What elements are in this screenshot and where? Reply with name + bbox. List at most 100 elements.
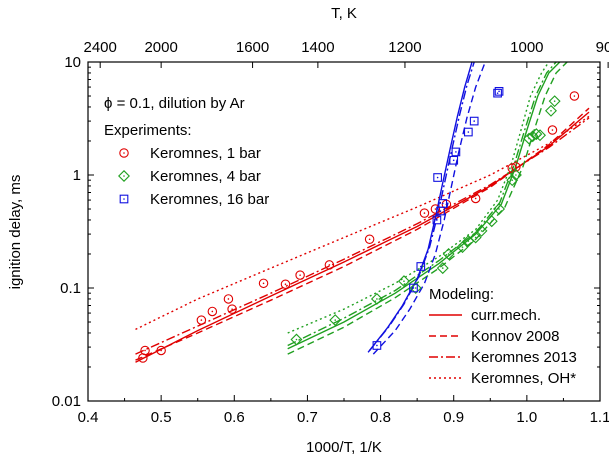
data-point	[469, 116, 479, 126]
data-point-dot	[434, 208, 437, 210]
data-point-dot	[436, 219, 438, 221]
legend-marker	[118, 170, 130, 182]
data-point	[432, 215, 442, 225]
legend-label: Konnov 2008	[471, 328, 559, 345]
data-point-dot	[160, 349, 162, 352]
conditions-text: ϕ = 0.1, dilution by Ar	[104, 95, 245, 112]
data-point	[416, 262, 426, 271]
legend-marker-dot	[123, 198, 125, 200]
data-point	[509, 169, 522, 181]
legend-experiments: ϕ = 0.1, dilution by Ar Experiments: Ker…	[104, 95, 269, 208]
data-point-dot	[515, 166, 517, 168]
data-point-dot	[452, 159, 455, 162]
legend-marker	[119, 194, 129, 204]
data-point	[223, 294, 234, 304]
data-point	[511, 162, 521, 172]
data-point-dot	[474, 236, 477, 239]
data-point-dot	[368, 238, 371, 241]
data-point-dot	[423, 212, 426, 214]
experiment-markers	[138, 86, 580, 363]
data-point	[493, 203, 506, 215]
data-point	[430, 204, 441, 214]
data-point	[419, 208, 430, 218]
data-point-dot	[142, 357, 144, 359]
data-point	[449, 155, 459, 165]
data-point-dot	[441, 202, 444, 205]
data-point-dot	[334, 319, 337, 321]
top-tick-label: 1400	[301, 39, 334, 56]
data-point-dot	[439, 210, 442, 212]
data-point	[324, 260, 335, 270]
data-point	[258, 278, 269, 289]
data-point-dot	[200, 319, 203, 321]
data-point-dot	[420, 265, 422, 268]
data-point	[438, 199, 448, 208]
model-curves	[135, 62, 590, 363]
data-point	[530, 128, 543, 141]
data-point	[463, 127, 473, 137]
data-point	[451, 147, 461, 157]
data-point-dot	[473, 120, 475, 122]
legend-models: Modeling: curr.mech. Konnov 2008 Keromnes …	[429, 286, 577, 387]
data-point-dot	[539, 134, 541, 137]
legend-label: curr.mech.	[471, 307, 541, 324]
data-point-dot	[231, 308, 233, 310]
data-point	[442, 248, 455, 260]
data-point-dot	[376, 344, 378, 347]
model-curve	[287, 62, 557, 347]
data-point-dot	[461, 246, 464, 248]
data-point	[227, 304, 237, 314]
legend-label: Keromnes, 1 bar	[150, 145, 261, 162]
data-point-dot	[403, 280, 405, 282]
top-tick-label: 2400	[84, 39, 117, 56]
data-point-dot	[553, 100, 556, 102]
data-point-dot	[490, 220, 493, 223]
data-point	[569, 91, 580, 101]
data-point-dot	[299, 274, 301, 276]
data-point-dot	[328, 264, 331, 266]
experiments-heading: Experiments:	[104, 122, 192, 139]
model-curve	[287, 62, 561, 350]
data-point	[140, 345, 150, 356]
top-tick-label: 2000	[144, 39, 177, 56]
y-tick-label: 0.01	[52, 393, 81, 410]
data-point	[456, 241, 469, 254]
data-point-dot	[496, 92, 499, 94]
data-point	[534, 129, 547, 142]
data-point-dot	[573, 95, 576, 97]
data-point-dot	[412, 287, 415, 289]
data-point	[433, 173, 442, 182]
x-axis-title: 1000/T, 1/K	[306, 439, 382, 456]
x-tick-label: 0.5	[151, 409, 172, 426]
data-point-dot	[227, 298, 230, 300]
data-point-dot	[284, 283, 287, 286]
modeling-heading: Modeling:	[429, 286, 494, 303]
x-tick-label: 1.0	[516, 409, 537, 426]
data-point	[469, 231, 482, 244]
top-tick-label: 1200	[388, 39, 421, 56]
data-point-dot	[144, 349, 146, 352]
data-point-dot	[551, 129, 554, 131]
data-point-dot	[515, 174, 517, 176]
y-tick-label: 10	[64, 54, 81, 71]
data-point-dot	[211, 310, 214, 313]
data-point	[370, 292, 383, 305]
data-point-dot	[414, 287, 417, 289]
data-point-dot	[480, 230, 483, 232]
data-point-dot	[376, 298, 378, 300]
data-point	[436, 262, 449, 275]
data-point-dot	[467, 240, 470, 242]
data-point-dot	[550, 109, 552, 112]
data-point	[485, 215, 498, 228]
data-point-dot	[295, 338, 298, 341]
legend-label: Keromnes, 16 bar	[150, 191, 269, 208]
data-point	[409, 283, 418, 293]
data-point-dot	[441, 267, 444, 269]
data-point-dot	[455, 151, 457, 153]
legend-label: Keromnes 2013	[471, 349, 577, 366]
legend-marker-dot	[123, 175, 125, 177]
data-point-dot	[498, 90, 500, 93]
model-curve	[135, 117, 590, 355]
data-point	[156, 345, 166, 356]
